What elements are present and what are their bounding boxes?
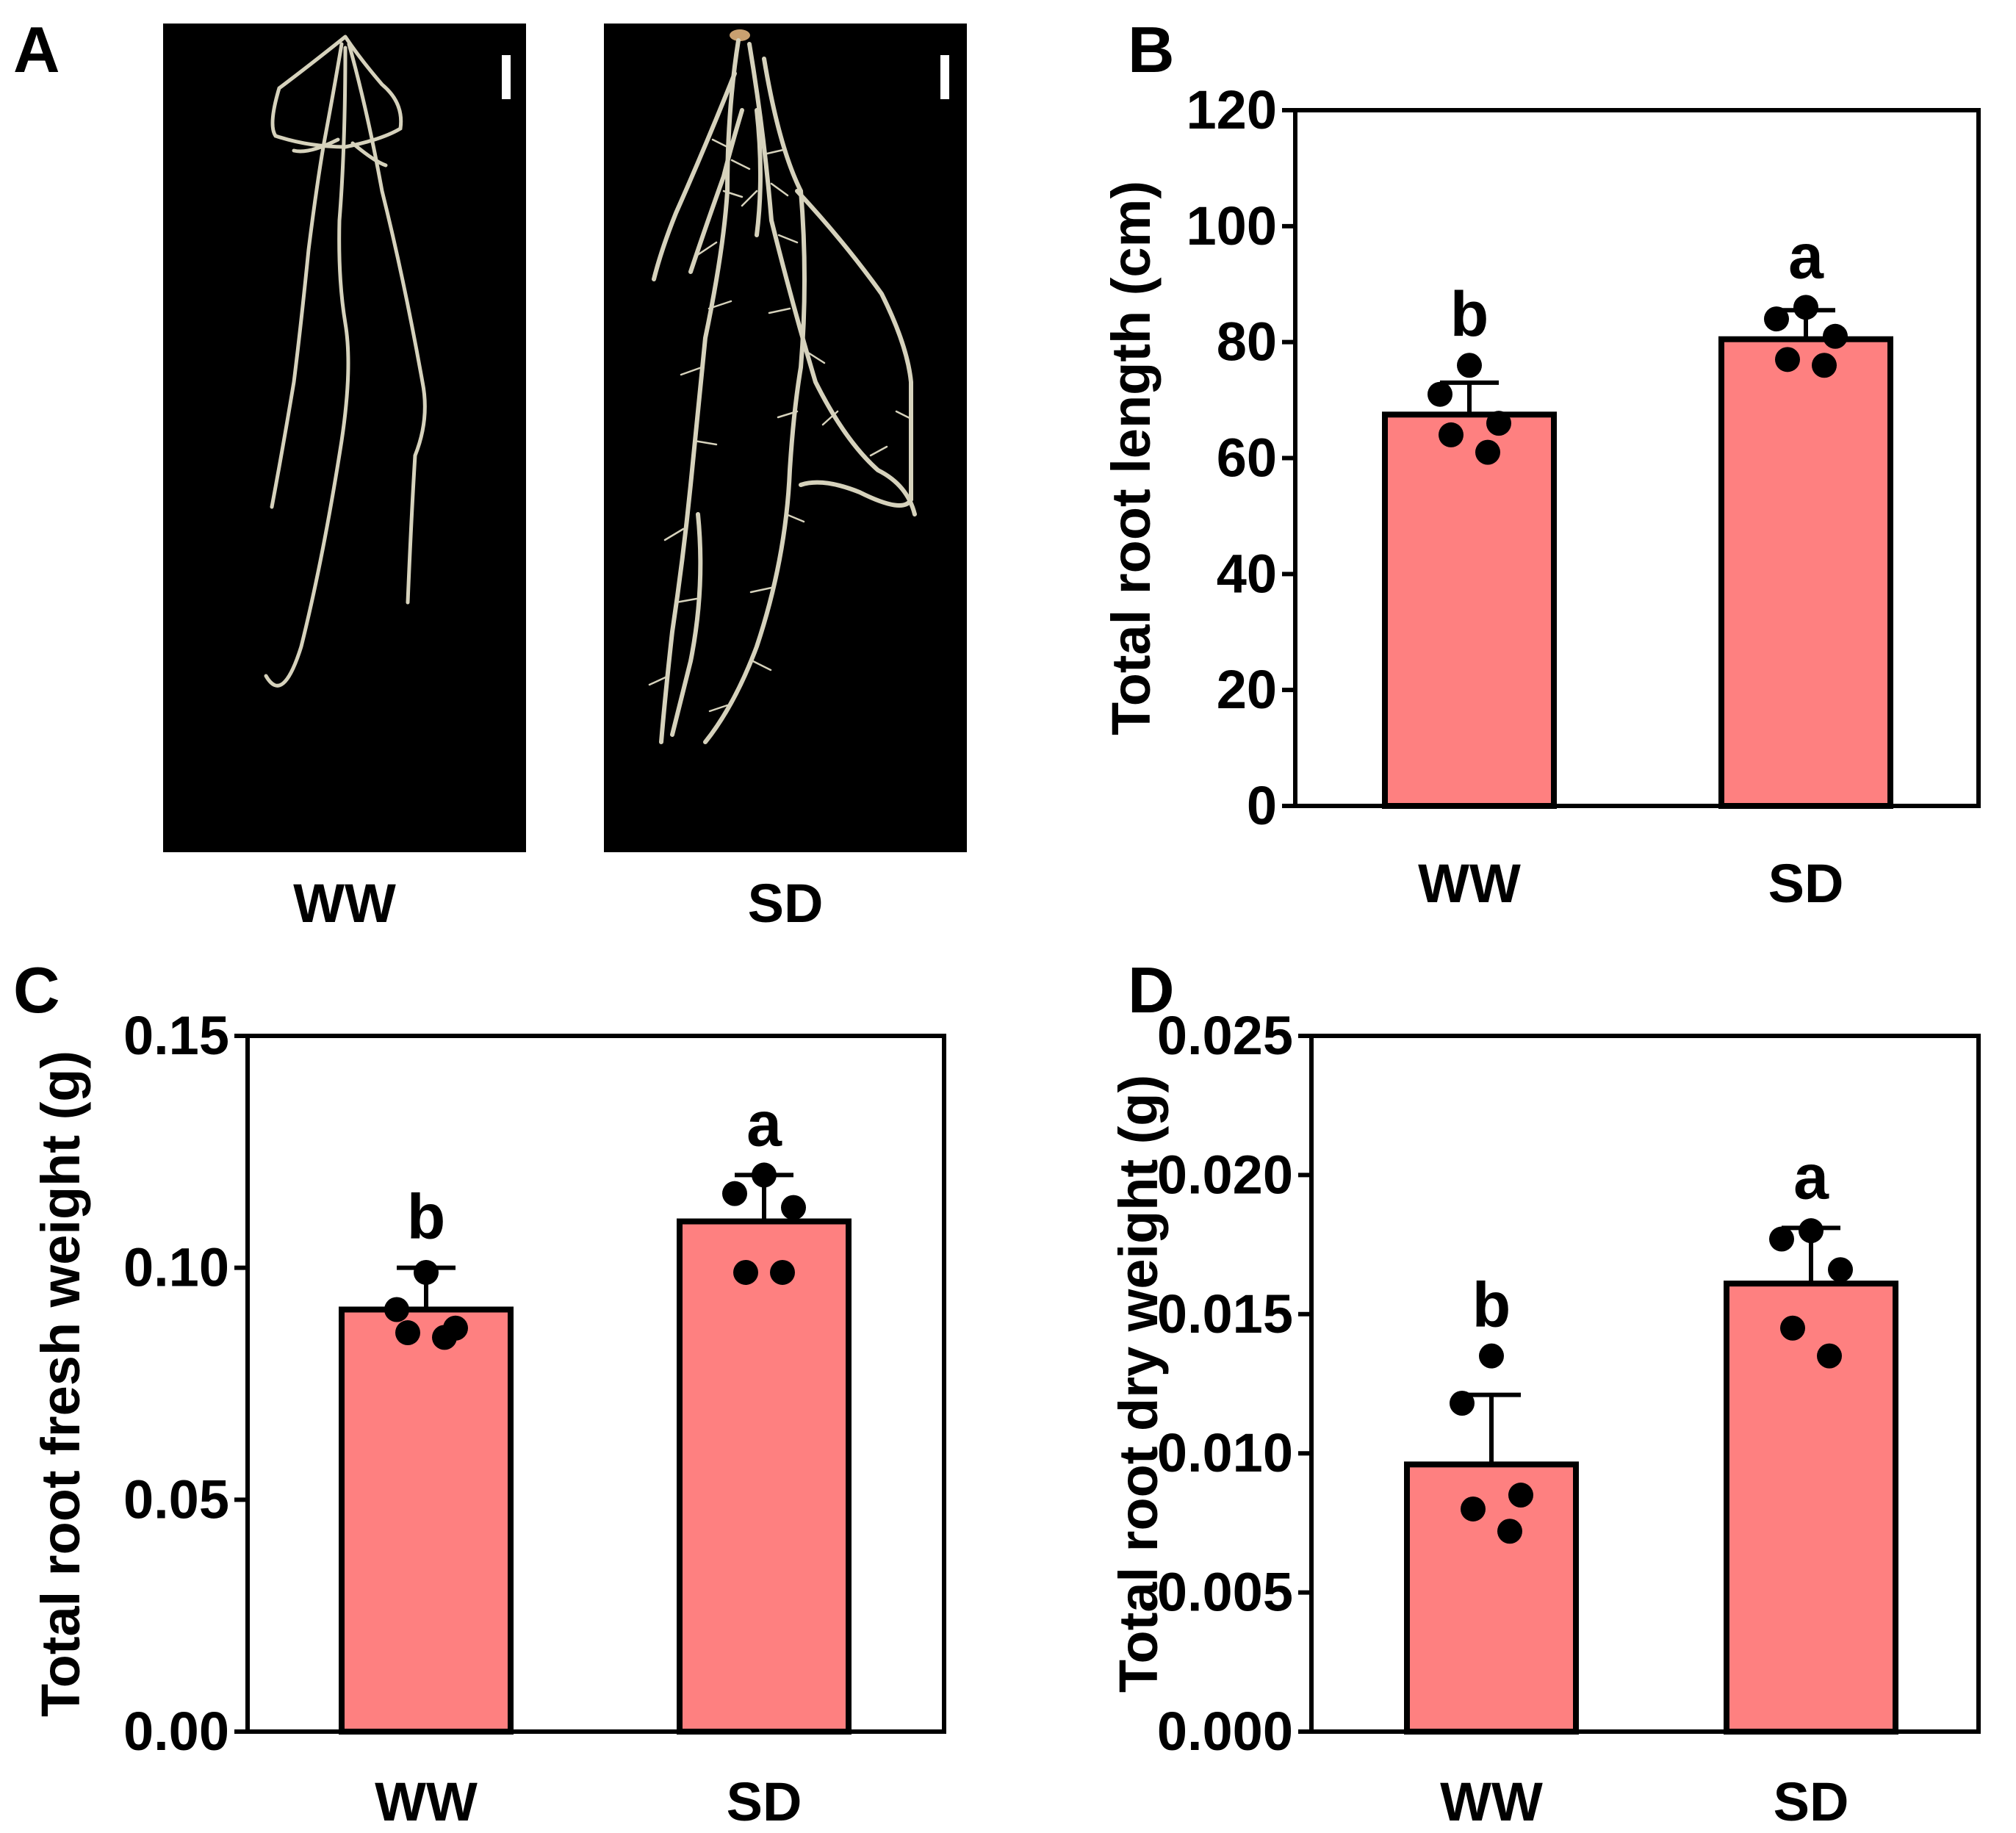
chart-total-root-fresh-weight: C 0.00 0.05 0.10 0.15 Total root fresh weight… xyxy=(13,954,946,1832)
y-tick-label: 100 xyxy=(1187,195,1277,256)
bar-sd xyxy=(1718,336,1893,809)
bar-ww xyxy=(339,1306,514,1735)
data-point-ww xyxy=(395,1320,420,1346)
x-tick-label-sd: SD xyxy=(1774,1771,1849,1832)
fine-roots-sd xyxy=(648,138,912,713)
data-point-ww xyxy=(1450,1391,1475,1416)
data-point-ww xyxy=(1497,1519,1522,1544)
significance-label-ww: b xyxy=(407,1182,446,1253)
data-point-sd xyxy=(770,1259,795,1285)
photo-ww: WW xyxy=(163,24,526,934)
panel-label-a: A xyxy=(13,13,60,86)
data-point-ww xyxy=(1439,422,1464,447)
data-point-sd xyxy=(1780,1315,1805,1341)
significance-label-sd: a xyxy=(746,1089,782,1159)
data-point-ww xyxy=(1428,381,1452,407)
panel-label: B xyxy=(1128,13,1175,86)
y-tick-label: 20 xyxy=(1217,659,1277,720)
roots-sd xyxy=(652,38,917,744)
significance-label-ww: b xyxy=(1472,1270,1511,1341)
data-point-sd xyxy=(1812,353,1837,378)
data-point-sd xyxy=(1799,1218,1824,1244)
y-tick-label: 0.010 xyxy=(1157,1422,1293,1483)
y-tick-label: 40 xyxy=(1217,543,1277,604)
data-point-ww xyxy=(1508,1483,1533,1508)
y-axis-label: Total root fresh weight (g) xyxy=(30,1051,91,1717)
data-point-ww xyxy=(1461,1496,1486,1522)
x-tick-label-ww: WW xyxy=(1440,1771,1543,1832)
y-tick-label: 0.00 xyxy=(123,1701,229,1762)
data-point-sd xyxy=(1775,347,1800,372)
data-point-ww xyxy=(1486,411,1511,436)
x-tick-label-sd: SD xyxy=(1768,853,1844,914)
y-tick-label: 80 xyxy=(1217,311,1277,372)
y-tick-label: 0.000 xyxy=(1157,1701,1293,1762)
data-point-sd xyxy=(722,1181,747,1206)
significance-label-sd: a xyxy=(1793,1142,1829,1212)
panel-label: D xyxy=(1128,954,1175,1026)
y-tick-label: 0.025 xyxy=(1157,1005,1293,1066)
chart-total-root-length: B 0 20 40 60 80 100 120 Total root length (cm) b W… xyxy=(1101,13,1981,914)
y-axis-label: Total root length (cm) xyxy=(1101,181,1162,735)
chart-total-root-dry-weight: D 0.000 0.005 0.010 0.015 0.020 0.025 Total roo… xyxy=(1108,954,1981,1832)
x-tick-label-ww: WW xyxy=(1418,853,1521,914)
data-point-sd xyxy=(1793,295,1818,320)
data-point-sd xyxy=(1823,323,1848,349)
y-tick-label: 60 xyxy=(1217,428,1277,489)
seed xyxy=(730,29,750,41)
x-tick-label-sd: SD xyxy=(727,1771,802,1832)
data-point-ww xyxy=(1475,439,1500,465)
y-axis-label: Total root dry weight (g) xyxy=(1108,1075,1169,1693)
data-point-ww xyxy=(1479,1343,1504,1369)
data-point-ww xyxy=(1457,353,1482,378)
bar-sd xyxy=(1724,1281,1898,1735)
y-tick-label: 120 xyxy=(1187,79,1277,140)
data-point-sd xyxy=(1817,1343,1842,1369)
y-tick-label: 0.005 xyxy=(1157,1562,1293,1623)
data-point-ww xyxy=(432,1325,457,1350)
y-tick-label: 0 xyxy=(1247,775,1277,836)
data-point-sd xyxy=(752,1162,777,1188)
y-tick-label: 0.05 xyxy=(123,1469,229,1530)
y-tick-label: 0.020 xyxy=(1157,1144,1293,1205)
data-point-sd xyxy=(1764,306,1789,332)
data-point-sd xyxy=(781,1195,806,1220)
photo-sd: SD xyxy=(604,24,967,934)
data-point-sd xyxy=(733,1259,758,1285)
significance-label-ww: b xyxy=(1450,279,1489,350)
significance-label-sd: a xyxy=(1788,221,1824,292)
photo-caption-ww: WW xyxy=(293,873,396,934)
axes-frame xyxy=(245,1034,946,1734)
data-point-ww xyxy=(384,1297,409,1322)
roots-ww xyxy=(264,35,427,688)
data-point-sd xyxy=(1828,1257,1853,1283)
data-point-sd xyxy=(1769,1226,1794,1252)
y-tick-label: 0.10 xyxy=(123,1237,229,1298)
scale-bar-sd xyxy=(940,55,949,99)
bar-ww xyxy=(1382,411,1557,809)
data-point-ww xyxy=(414,1259,439,1285)
photo-caption-sd: SD xyxy=(748,873,824,934)
axes-frame xyxy=(1309,1034,1981,1734)
y-tick-label: 0.015 xyxy=(1157,1283,1293,1344)
scale-bar-ww xyxy=(502,55,511,99)
bar-sd xyxy=(677,1218,852,1735)
y-tick-label: 0.15 xyxy=(123,1005,229,1066)
x-tick-label-ww: WW xyxy=(375,1771,478,1832)
bar-ww xyxy=(1404,1461,1579,1735)
panel-label: C xyxy=(13,954,60,1026)
